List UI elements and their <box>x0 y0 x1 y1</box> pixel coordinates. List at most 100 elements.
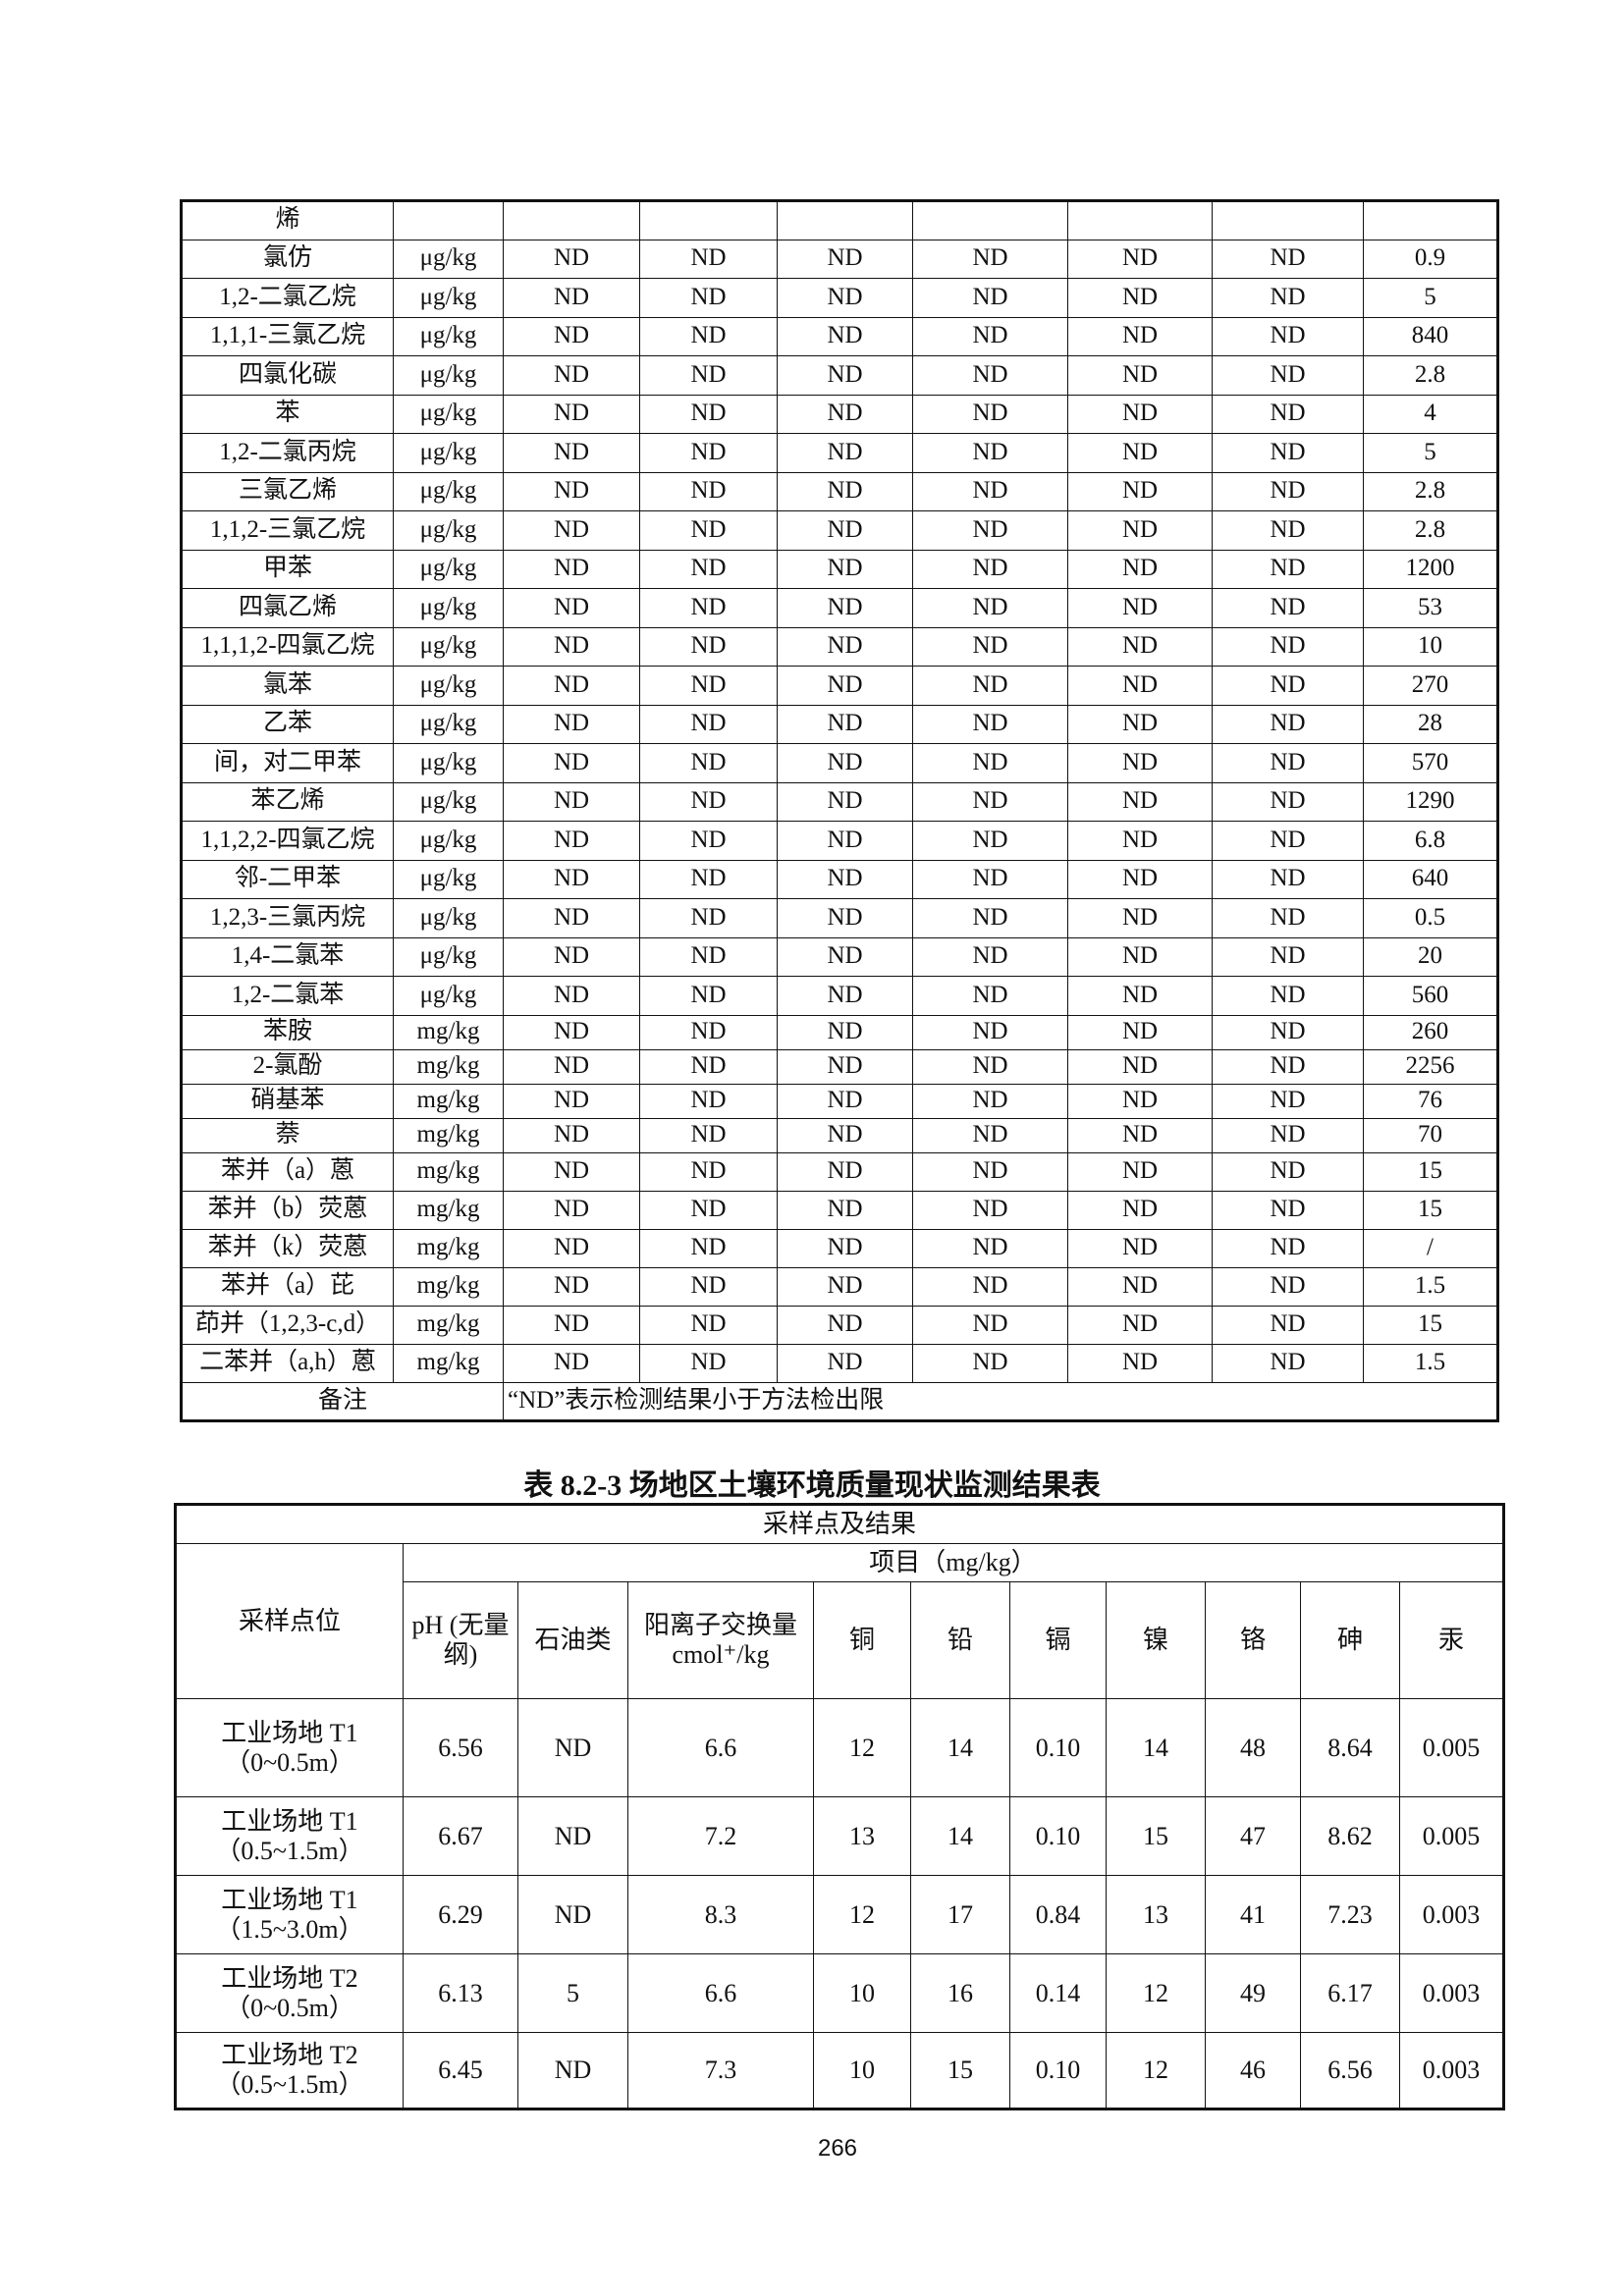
result-cell: ND <box>912 898 1068 938</box>
standard-value-cell: 1.5 <box>1363 1343 1498 1383</box>
result-cell: ND <box>1212 588 1364 628</box>
result-cell: ND <box>1212 1048 1364 1085</box>
result-cell: ND <box>503 626 640 667</box>
result-cell: ND <box>1067 1151 1213 1192</box>
result-cell: ND <box>1067 781 1213 822</box>
result-cell: ND <box>1212 471 1364 511</box>
standard-value-cell: 2.8 <box>1363 471 1498 511</box>
result-cell: 0.84 <box>1009 1875 1107 1954</box>
result-cell: 0.10 <box>1009 1796 1107 1876</box>
column-header: 铜 <box>813 1581 911 1699</box>
standard-value-cell: 260 <box>1363 1014 1498 1050</box>
table-row: 烯 <box>181 200 1498 240</box>
unit-cell: mg/kg <box>393 1048 504 1085</box>
standard-value-cell: 76 <box>1363 1083 1498 1119</box>
unit-cell: μg/kg <box>393 859 504 899</box>
unit-cell <box>393 200 504 240</box>
unit-cell: μg/kg <box>393 743 504 783</box>
pollutant-name: 苯并（k）荧蒽 <box>181 1228 394 1268</box>
unit-cell: μg/kg <box>393 588 504 628</box>
table-row: 甲苯 μg/kg ND ND ND ND ND ND 1200 <box>181 549 1498 589</box>
result-cell: ND <box>639 510 778 551</box>
pollutant-name: 硝基苯 <box>181 1083 394 1119</box>
table-row: 氯仿 μg/kg ND ND ND ND ND ND 0.9 <box>181 239 1498 279</box>
standard-value-cell: 53 <box>1363 588 1498 628</box>
result-cell: ND <box>1212 1228 1364 1268</box>
result-cell: ND <box>777 936 913 977</box>
result-cell: 10 <box>813 1953 911 2033</box>
result-cell: ND <box>912 743 1068 783</box>
result-cell: ND <box>777 549 913 589</box>
result-cell: ND <box>639 704 778 744</box>
table-row: 硝基苯 mg/kg ND ND ND ND ND ND 76 <box>181 1083 1498 1119</box>
result-cell: 46 <box>1205 2032 1301 2109</box>
result-cell: ND <box>639 278 778 318</box>
result-cell: ND <box>912 510 1068 551</box>
result-cell: ND <box>912 394 1068 434</box>
result-cell: 12 <box>1106 2032 1206 2109</box>
soil-quality-results-table: 采样点及结果 采样点位 项目（mg/kg） pH (无量纲) 石油类 阳离子交换量 … <box>174 1503 1506 2110</box>
items-header: 项目（mg/kg） <box>402 1543 1505 1582</box>
result-cell: ND <box>639 898 778 938</box>
result-cell: ND <box>1212 394 1364 434</box>
result-cell: ND <box>639 394 778 434</box>
result-cell: ND <box>912 1048 1068 1085</box>
result-cell: ND <box>639 1343 778 1383</box>
unit-cell: μg/kg <box>393 433 504 473</box>
result-cell: ND <box>1067 394 1213 434</box>
result-cell: ND <box>1067 355 1213 396</box>
result-cell: ND <box>1067 976 1213 1016</box>
result-cell: ND <box>777 1228 913 1268</box>
result-cell: ND <box>1212 1014 1364 1050</box>
standard-value-cell: 4 <box>1363 394 1498 434</box>
pollutant-name: 三氯乙烯 <box>181 471 394 511</box>
result-cell: ND <box>777 626 913 667</box>
result-cell: ND <box>503 394 640 434</box>
result-cell: ND <box>1067 549 1213 589</box>
result-cell: ND <box>639 1117 778 1153</box>
result-cell: 0.14 <box>1009 1953 1107 2033</box>
unit-cell: μg/kg <box>393 976 504 1016</box>
pollutant-name: 苯并（b）荧蒽 <box>181 1190 394 1230</box>
sampling-location: 工业场地 T2（0~0.5m） <box>175 1953 404 2033</box>
result-cell: 41 <box>1205 1875 1301 1954</box>
standard-value-cell: 0.9 <box>1363 239 1498 279</box>
result-cell: 6.6 <box>627 1698 814 1797</box>
result-cell: ND <box>503 1151 640 1192</box>
pollutant-name: 间，对二甲苯 <box>181 743 394 783</box>
result-cell: ND <box>639 626 778 667</box>
result-cell: ND <box>912 666 1068 706</box>
remark-text: “ND”表示检测结果小于方法检出限 <box>503 1381 1498 1421</box>
result-cell: ND <box>777 976 913 1016</box>
result-cell: ND <box>517 2032 628 2109</box>
result-cell: ND <box>1067 316 1213 356</box>
pollutant-name: 四氯乙烯 <box>181 588 394 628</box>
result-cell: ND <box>912 433 1068 473</box>
column-header: 砷 <box>1300 1581 1400 1699</box>
result-cell: 6.17 <box>1300 1953 1400 2033</box>
standard-value-cell: 15 <box>1363 1190 1498 1230</box>
result-cell: ND <box>777 704 913 744</box>
result-cell: ND <box>777 1048 913 1085</box>
result-cell: ND <box>503 704 640 744</box>
result-cell: ND <box>912 1305 1068 1345</box>
standard-value-cell: 5 <box>1363 433 1498 473</box>
result-cell: ND <box>1212 1151 1364 1192</box>
column-header: 铬 <box>1205 1581 1301 1699</box>
result-cell: 12 <box>1106 1953 1206 2033</box>
column-header: 镍 <box>1106 1581 1206 1699</box>
result-cell: 8.3 <box>627 1875 814 1954</box>
unit-cell: mg/kg <box>393 1014 504 1050</box>
pollutant-name: 1,1,1,2-四氯乙烷 <box>181 626 394 667</box>
pollutant-name: 1,1,2-三氯乙烷 <box>181 510 394 551</box>
unit-cell: mg/kg <box>393 1117 504 1153</box>
result-cell: 15 <box>1106 1796 1206 1876</box>
result-cell: ND <box>639 781 778 822</box>
location-header: 采样点位 <box>175 1543 404 1699</box>
table-row: 工业场地 T1（1.5~3.0m） 6.29 ND 8.3 12 17 0.84 13 41 7.… <box>175 1875 1505 1954</box>
result-cell: 0.10 <box>1009 1698 1107 1797</box>
result-cell: ND <box>639 976 778 1016</box>
standard-value-cell: 570 <box>1363 743 1498 783</box>
result-cell: ND <box>1212 1266 1364 1307</box>
table-row: 工业场地 T1（0.5~1.5m） 6.67 ND 7.2 13 14 0.10 15 47 8.… <box>175 1796 1505 1876</box>
